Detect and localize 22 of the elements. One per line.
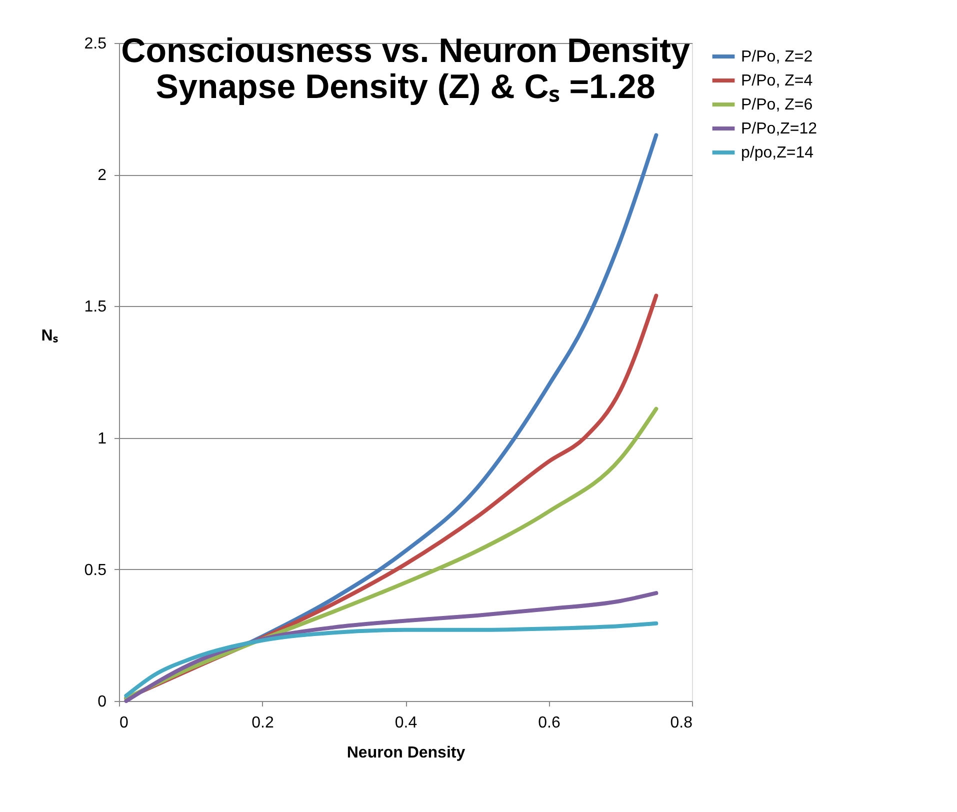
y-axis-title: Nₛ [41, 328, 58, 344]
y-tick-label: 2 [98, 167, 107, 184]
y-tick-label: 0 [98, 694, 107, 710]
legend-label: P/Po, Z=2 [741, 48, 813, 66]
x-tick-label: 0.4 [394, 714, 418, 732]
legend-label: P/Po,Z=12 [741, 120, 818, 138]
legend-label: P/Po, Z=4 [741, 72, 813, 90]
y-tick-label: 1.5 [84, 298, 107, 316]
x-tick-label: 0.8 [670, 714, 693, 732]
x-tick-label: 0 [120, 714, 128, 732]
y-tick-label: 2.5 [84, 36, 107, 52]
y-tick-label: 1 [98, 430, 107, 448]
legend-label: p/po,Z=14 [741, 144, 814, 162]
text: Synapse Density (Z) & Cₛ =1.28 [156, 68, 656, 106]
x-tick-label: 0.2 [252, 714, 274, 732]
x-tick-label: 0.6 [538, 714, 560, 732]
text: Consciousness vs. Neuron Density [121, 32, 690, 70]
x-axis-title: Neuron Density [346, 744, 466, 762]
line-series [124, 591, 658, 703]
line-series [124, 621, 658, 698]
legend-label: P/Po, Z=6 [741, 96, 813, 114]
y-tick-label: 0.5 [84, 562, 107, 579]
